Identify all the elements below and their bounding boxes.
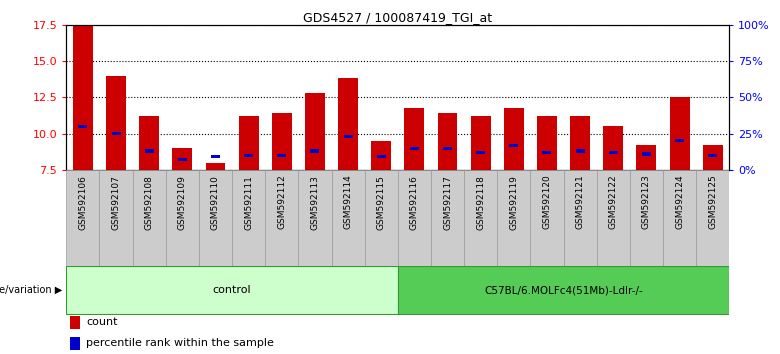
Bar	[563, 170, 597, 266]
Bar	[504, 108, 524, 170]
Bar	[206, 162, 225, 170]
Bar	[477, 151, 485, 154]
Text: GSM592116: GSM592116	[410, 175, 419, 230]
Text: GSM592113: GSM592113	[310, 175, 320, 230]
Text: GSM592109: GSM592109	[178, 175, 187, 230]
Text: GSM592110: GSM592110	[211, 175, 220, 230]
Bar	[636, 145, 657, 170]
Text: GSM592123: GSM592123	[642, 175, 651, 229]
Text: GSM592122: GSM592122	[608, 175, 618, 229]
Bar	[696, 170, 729, 266]
Bar	[199, 170, 232, 266]
Bar	[543, 151, 551, 154]
Text: GSM592107: GSM592107	[112, 175, 121, 230]
Bar	[112, 132, 120, 135]
Bar	[537, 116, 557, 170]
Text: GSM592119: GSM592119	[509, 175, 519, 230]
Bar	[364, 170, 398, 266]
Text: GSM592112: GSM592112	[277, 175, 286, 229]
Bar	[675, 139, 684, 143]
Bar	[332, 170, 364, 266]
Text: C57BL/6.MOLFc4(51Mb)-Ldlr-/-: C57BL/6.MOLFc4(51Mb)-Ldlr-/-	[484, 285, 643, 295]
Bar	[232, 170, 265, 266]
Bar	[211, 155, 220, 159]
Bar	[165, 170, 199, 266]
Bar	[79, 125, 87, 128]
Title: GDS4527 / 100087419_TGI_at: GDS4527 / 100087419_TGI_at	[303, 11, 492, 24]
Bar	[239, 116, 259, 170]
Bar	[570, 116, 590, 170]
Bar	[371, 141, 391, 170]
Bar	[377, 155, 385, 159]
Text: genotype/variation ▶: genotype/variation ▶	[0, 285, 62, 295]
Text: count: count	[87, 317, 118, 327]
Text: GSM592111: GSM592111	[244, 175, 254, 230]
Bar	[100, 170, 133, 266]
Bar	[344, 135, 353, 138]
Bar	[145, 149, 154, 153]
Bar	[69, 337, 80, 350]
Text: GSM592115: GSM592115	[377, 175, 386, 230]
Bar	[178, 158, 186, 161]
Bar	[278, 154, 286, 157]
Text: GSM592108: GSM592108	[144, 175, 154, 230]
Bar	[597, 170, 629, 266]
Bar	[663, 170, 696, 266]
Bar	[576, 149, 584, 153]
Bar	[509, 144, 518, 147]
Bar	[133, 170, 166, 266]
Bar	[669, 97, 690, 170]
Bar	[69, 316, 80, 329]
Bar	[66, 267, 398, 314]
Text: GSM592117: GSM592117	[443, 175, 452, 230]
Bar	[603, 126, 623, 170]
Bar	[703, 145, 723, 170]
Bar	[339, 79, 358, 170]
Bar	[265, 170, 298, 266]
Bar	[609, 151, 618, 154]
Text: GSM592120: GSM592120	[542, 175, 551, 229]
Text: GSM592124: GSM592124	[675, 175, 684, 229]
Bar	[271, 113, 292, 170]
Bar	[106, 75, 126, 170]
Bar	[630, 170, 663, 266]
Text: GSM592121: GSM592121	[576, 175, 585, 229]
Bar	[464, 170, 498, 266]
Bar	[298, 170, 331, 266]
Bar	[140, 116, 159, 170]
Bar	[305, 93, 324, 170]
Bar	[431, 170, 464, 266]
Bar	[73, 25, 93, 170]
Bar	[66, 170, 100, 266]
Bar	[470, 116, 491, 170]
Bar	[443, 147, 452, 150]
Text: percentile rank within the sample: percentile rank within the sample	[87, 338, 274, 348]
Text: GSM592125: GSM592125	[708, 175, 718, 229]
Bar	[404, 108, 424, 170]
Bar	[398, 170, 431, 266]
Bar	[244, 154, 253, 157]
Bar	[172, 148, 192, 170]
Bar	[708, 154, 717, 157]
Text: GSM592114: GSM592114	[343, 175, 353, 229]
Bar	[530, 170, 563, 266]
Text: GSM592118: GSM592118	[476, 175, 485, 230]
Bar	[498, 170, 530, 266]
Bar	[438, 113, 457, 170]
Bar	[398, 267, 729, 314]
Text: GSM592106: GSM592106	[78, 175, 87, 230]
Bar	[410, 147, 419, 150]
Bar	[310, 149, 319, 153]
Bar	[642, 152, 651, 155]
Text: control: control	[213, 285, 251, 295]
